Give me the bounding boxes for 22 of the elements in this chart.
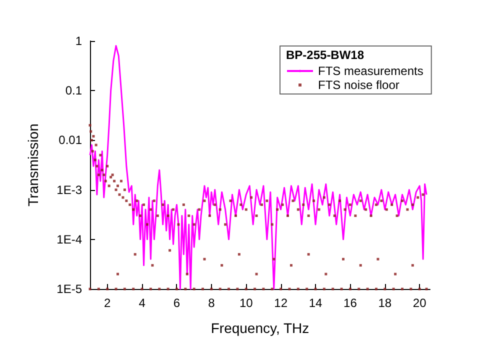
x-tick-label: 20: [412, 296, 427, 310]
y-tick-label: 1E-3: [56, 182, 82, 197]
x-tick-label: 10: [239, 296, 254, 310]
x-tick-label: 18: [378, 296, 392, 310]
x-tick-label: 12: [274, 296, 288, 310]
y-axis-title: Transmission: [25, 124, 41, 206]
y-tick-label: 1E-5: [56, 282, 82, 296]
line-series: [89, 45, 428, 290]
legend-title: BP-255-BW18: [286, 48, 364, 62]
x-tick-label: 14: [308, 296, 323, 310]
legend-label: FTS measurements: [318, 64, 424, 78]
y-tick-label: 0.1: [65, 84, 82, 98]
y-tick-label: 0.01: [58, 133, 82, 148]
x-tick-label: 16: [344, 296, 358, 310]
legend-label: FTS noise floor: [318, 78, 400, 92]
y-tick-label: 1: [75, 34, 82, 48]
x-tick-label: 6: [173, 296, 180, 310]
x-tick-label: 2: [104, 296, 112, 310]
x-axis-title: Frequency, THz: [210, 320, 310, 336]
x-tick-label: 4: [138, 296, 146, 310]
x-tick-label: 8: [208, 296, 216, 310]
y-tick-label: 1E-4: [56, 232, 82, 246]
